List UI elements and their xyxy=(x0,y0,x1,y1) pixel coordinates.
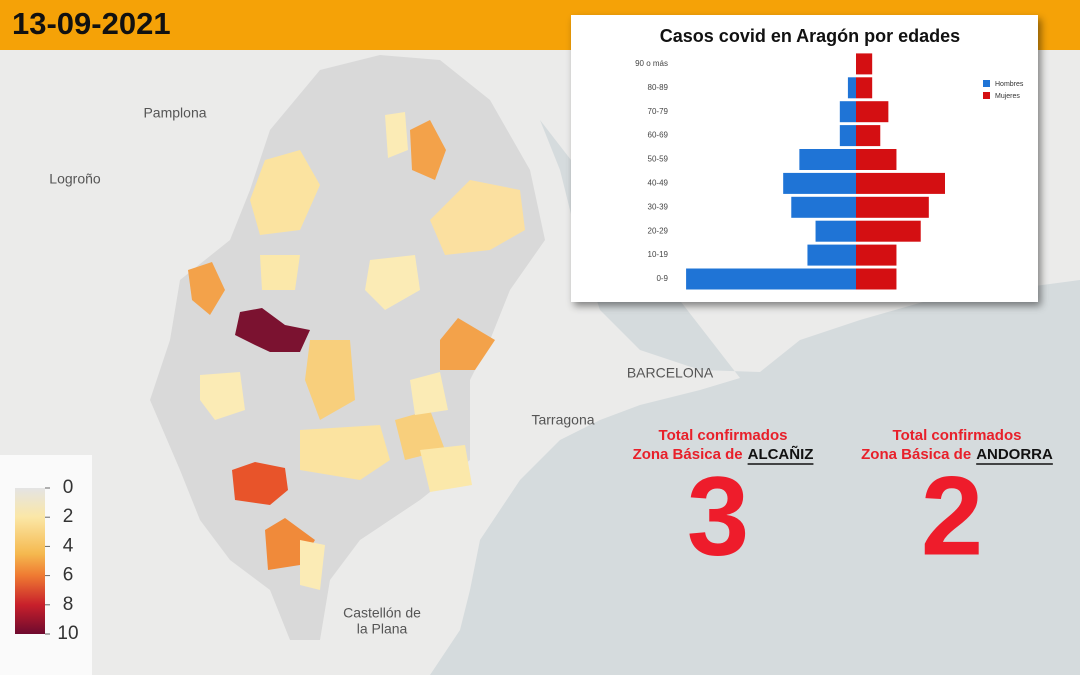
legend-label: 0 xyxy=(63,477,74,498)
bar xyxy=(847,77,856,99)
stat-zone-prefix: Zona Básica de xyxy=(861,446,971,463)
bar xyxy=(856,125,881,147)
bar xyxy=(856,53,873,75)
bar xyxy=(856,172,945,194)
map-zones xyxy=(188,112,525,590)
place-label: Castellón de xyxy=(343,605,421,621)
y-tick-label: 10-19 xyxy=(648,250,669,259)
y-tick-label: 50-59 xyxy=(648,155,669,164)
legend-label: Mujeres xyxy=(995,93,1020,100)
place-label: Logroño xyxy=(49,171,101,187)
y-tick-label: 0-9 xyxy=(656,274,668,283)
stat-zone: ANDORRA xyxy=(976,446,1053,463)
bar xyxy=(815,220,856,242)
bar xyxy=(799,149,856,170)
legend-swatch xyxy=(983,80,990,87)
y-tick-label: 70-79 xyxy=(648,107,669,116)
stat-zone: ALCAÑIZ xyxy=(748,445,814,463)
y-tick-label: 90 o más xyxy=(635,59,668,68)
date: 13-09-2021 xyxy=(12,6,171,41)
legend-label: 2 xyxy=(63,506,74,527)
bar xyxy=(686,268,856,290)
legend-label: Hombres xyxy=(995,81,1024,88)
legend-label: 8 xyxy=(63,594,74,615)
bar xyxy=(856,268,897,290)
stat-zone-prefix: Zona Básica de xyxy=(633,446,743,463)
bar xyxy=(856,244,897,266)
stat-value: 2 xyxy=(921,454,983,579)
bar xyxy=(783,172,856,194)
bar xyxy=(839,125,856,147)
legend-label: 6 xyxy=(63,565,74,586)
bar xyxy=(791,196,856,218)
bar xyxy=(856,101,889,123)
y-tick-label: 60-69 xyxy=(648,131,669,140)
y-tick-label: 40-49 xyxy=(648,179,669,188)
bar xyxy=(856,149,897,170)
place-label: Pamplona xyxy=(143,105,206,121)
place-label: la Plana xyxy=(357,621,408,637)
colorbar xyxy=(15,488,45,634)
bar xyxy=(807,244,856,266)
bar xyxy=(856,220,921,242)
place-label: BARCELONA xyxy=(627,365,714,381)
chart-title: Casos covid en Aragón por edades xyxy=(660,26,960,46)
bar xyxy=(839,101,856,123)
bar xyxy=(856,196,929,218)
stat-title: Total confirmados xyxy=(659,427,788,444)
bar xyxy=(856,77,873,99)
y-tick-label: 30-39 xyxy=(648,202,669,211)
stat-title: Total confirmados xyxy=(893,427,1022,444)
legend-label: 4 xyxy=(63,535,74,556)
stat-value: 3 xyxy=(687,454,749,579)
y-tick-label: 20-29 xyxy=(648,226,669,235)
legend-label: 10 xyxy=(57,623,78,644)
place-label: Tarragona xyxy=(531,412,594,428)
legend-swatch xyxy=(983,92,990,99)
y-tick-label: 80-89 xyxy=(648,83,669,92)
